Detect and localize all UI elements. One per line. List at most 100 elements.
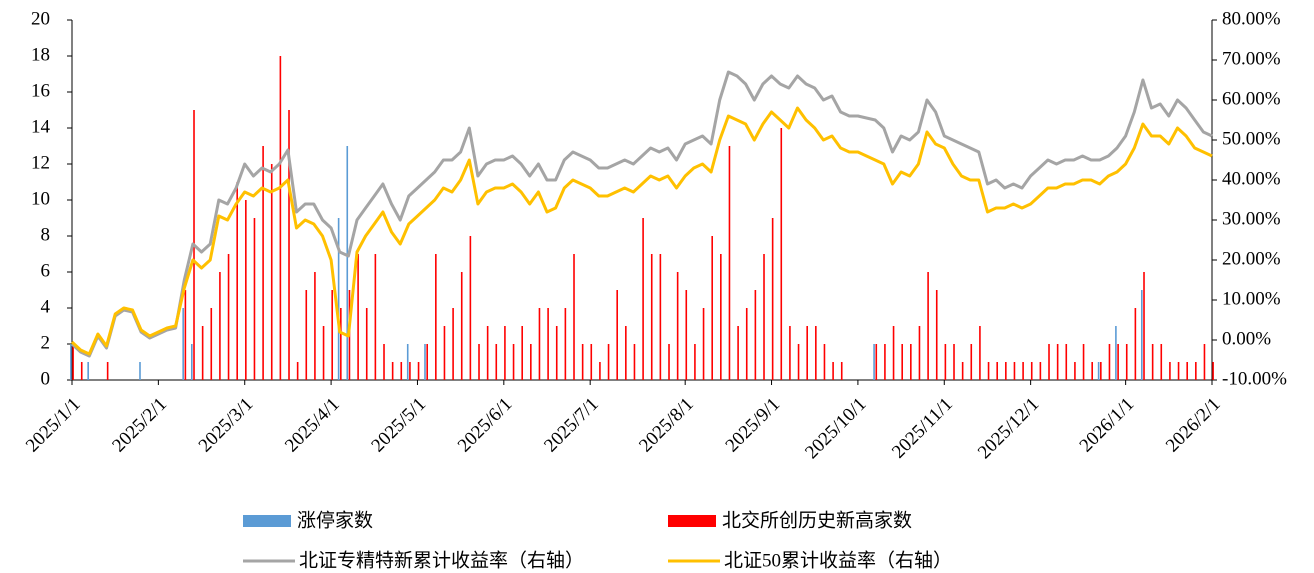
bar <box>201 326 204 380</box>
y2-tick-label: 30.00% <box>1222 208 1281 229</box>
legend-swatch <box>668 515 716 527</box>
bar <box>944 344 947 380</box>
bar <box>815 326 817 380</box>
bar <box>270 164 273 380</box>
bar <box>1195 362 1197 380</box>
bar <box>1160 344 1163 380</box>
bar <box>245 200 247 380</box>
bar <box>642 218 644 380</box>
legend-label: 北证50累计收益率（右轴） <box>724 549 952 571</box>
bar <box>314 272 316 380</box>
bar <box>650 254 653 380</box>
bar <box>288 110 290 380</box>
y2-tick-label: 0.00% <box>1222 328 1271 349</box>
bar <box>406 344 409 380</box>
bar <box>383 344 385 380</box>
y-tick-label: 16 <box>31 80 50 101</box>
bar <box>1141 290 1143 380</box>
bar <box>1013 362 1016 380</box>
bar <box>780 128 783 380</box>
bar <box>797 344 800 380</box>
y-tick-label: 6 <box>41 260 51 281</box>
line <box>70 106 1213 356</box>
bar <box>236 182 238 380</box>
bar <box>676 272 679 380</box>
y2-tick-label: 10.00% <box>1222 288 1281 309</box>
y-tick-label: 14 <box>31 116 51 137</box>
bar <box>337 218 340 380</box>
y-tick-label: 2 <box>41 332 51 353</box>
x-tick-label: 2025/9/1 <box>722 394 785 457</box>
y-tick-label: 18 <box>31 44 50 65</box>
bar <box>702 308 705 380</box>
y-tick-label: 4 <box>41 296 51 317</box>
bar <box>1177 362 1180 380</box>
y2-tick-label: 60.00% <box>1222 88 1281 109</box>
bar <box>789 326 791 380</box>
bar <box>219 272 221 380</box>
y2-tick-label: -10.00% <box>1222 368 1287 389</box>
bar <box>1212 362 1214 380</box>
bar <box>1203 344 1206 380</box>
bar <box>806 326 808 380</box>
bar <box>573 254 575 380</box>
bar <box>530 344 532 380</box>
bar <box>400 362 403 380</box>
bar <box>720 254 722 380</box>
x-tick-label: 2025/8/1 <box>635 394 698 457</box>
bar <box>694 344 696 380</box>
x-tick-label: 2025/5/1 <box>367 394 430 457</box>
bar <box>1115 326 1117 380</box>
bar <box>823 344 826 380</box>
bar <box>227 254 230 380</box>
bar <box>1143 272 1145 380</box>
bar <box>512 344 515 380</box>
x-tick-label: 2026/1/1 <box>1076 394 1139 457</box>
legend-label: 北证专精特新累计收益率（右轴） <box>299 549 584 571</box>
bar <box>1082 344 1085 380</box>
bar <box>1048 344 1050 380</box>
x-tick-label: 2025/4/1 <box>281 394 344 457</box>
y-tick-label: 0 <box>41 368 51 389</box>
bar <box>346 146 349 380</box>
bar <box>70 344 72 380</box>
bar <box>80 362 83 380</box>
bar <box>633 344 636 380</box>
bar <box>1151 344 1154 380</box>
bar <box>1091 362 1093 380</box>
bar <box>979 326 981 380</box>
bar <box>322 326 325 380</box>
bar <box>452 308 454 380</box>
bar <box>460 272 463 380</box>
legend-swatch <box>243 515 291 527</box>
bar <box>1117 344 1119 380</box>
legend-label: 北交所创历史新高家数 <box>722 509 912 531</box>
bar <box>564 308 567 380</box>
line <box>70 70 1213 358</box>
y-tick-label: 8 <box>41 224 51 245</box>
bar <box>1005 362 1007 380</box>
bar <box>374 254 377 380</box>
bar <box>547 308 549 380</box>
y2-tick-label: 50.00% <box>1222 128 1281 149</box>
bar <box>892 326 895 380</box>
bar <box>521 326 523 380</box>
bar <box>1074 362 1076 380</box>
bar <box>391 362 394 380</box>
bar <box>296 362 299 380</box>
bar <box>1186 362 1188 380</box>
bar <box>840 362 843 380</box>
bar <box>424 344 426 380</box>
bar <box>873 344 875 380</box>
y-tick-label: 20 <box>31 8 50 29</box>
bar <box>910 344 912 380</box>
legend-label: 涨停家数 <box>297 509 373 531</box>
bar <box>435 254 437 380</box>
bar <box>754 290 757 380</box>
bar <box>832 362 834 380</box>
bar <box>340 308 342 380</box>
bar <box>616 290 618 380</box>
bar <box>210 308 213 380</box>
